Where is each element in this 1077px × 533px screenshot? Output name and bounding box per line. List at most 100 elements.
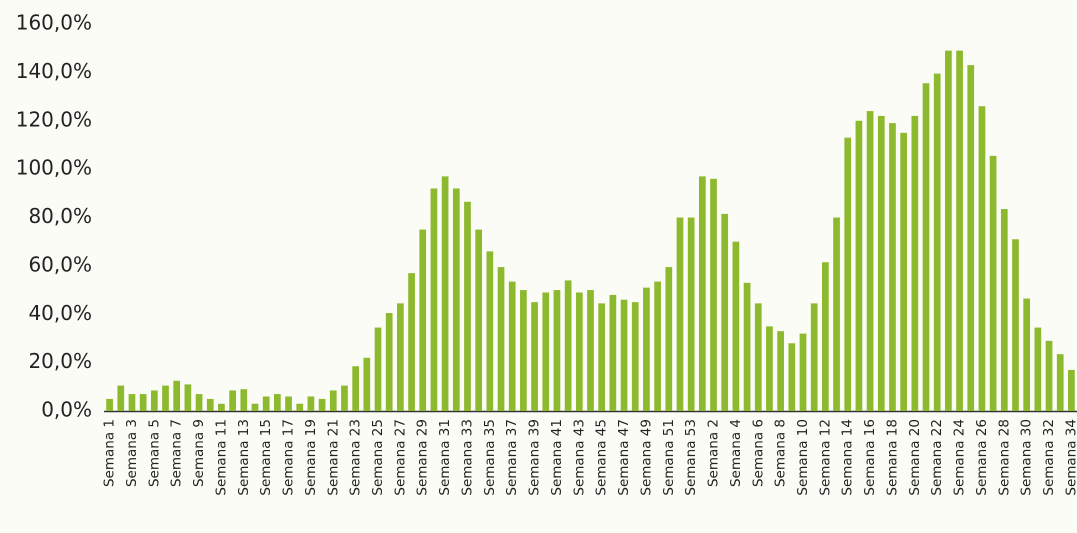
- x-tick-label: Semana 26: [974, 419, 990, 496]
- bar: [307, 396, 315, 411]
- x-tick-label: Semana 35: [482, 419, 498, 496]
- bar: [173, 380, 181, 411]
- bar: [587, 290, 594, 411]
- bar: [508, 281, 516, 411]
- bar: [877, 115, 885, 411]
- bar: [822, 262, 829, 411]
- bar: [799, 333, 807, 411]
- bar: [352, 366, 359, 411]
- bar: [553, 290, 561, 411]
- x-tick-label: Semana 1: [102, 419, 118, 487]
- bar: [788, 343, 796, 411]
- bar: [732, 241, 740, 411]
- bar: [777, 331, 784, 411]
- bar: [721, 213, 729, 411]
- x-tick-label: Semana 31: [437, 419, 453, 496]
- bar: [229, 390, 236, 411]
- bar: [609, 294, 617, 411]
- x-tick-label: Semana 13: [236, 419, 252, 496]
- bar: [889, 123, 896, 411]
- bar: [900, 132, 908, 411]
- x-tick-label: Semana 22: [929, 419, 945, 496]
- y-tick-label: 60,0%: [28, 252, 92, 276]
- bar: [150, 390, 158, 411]
- bar: [810, 303, 818, 411]
- x-tick-label: Semana 10: [795, 419, 811, 496]
- x-tick-label: Semana 14: [840, 419, 856, 496]
- bar: [363, 357, 371, 411]
- x-tick-label: Semana 7: [169, 419, 185, 487]
- x-tick-label: Semana 3: [124, 419, 140, 487]
- bar: [206, 398, 214, 411]
- bar: [766, 326, 773, 411]
- bar: [687, 217, 695, 411]
- y-tick-label: 40,0%: [28, 301, 92, 325]
- y-tick-label: 0,0%: [41, 398, 92, 422]
- bar: [542, 292, 550, 411]
- x-tick-label: Semana 6: [750, 419, 766, 487]
- x-tick-label: Semana 47: [616, 419, 632, 496]
- bar: [710, 178, 717, 411]
- bar: [419, 229, 427, 411]
- x-tick-label: Semana 49: [638, 419, 654, 496]
- x-tick-label: Semana 15: [258, 419, 274, 496]
- x-tick-label: Semana 53: [683, 419, 699, 496]
- bar: [989, 155, 997, 411]
- x-tick-label: Semana 2: [706, 419, 722, 487]
- bar: [933, 73, 941, 411]
- bar: [1034, 327, 1042, 411]
- bar: [329, 390, 337, 411]
- bar: [296, 403, 304, 411]
- bar: [475, 229, 483, 411]
- bar: [408, 273, 415, 411]
- x-tick-label: Semana 23: [348, 419, 364, 496]
- bar: [139, 394, 147, 411]
- bar: [1000, 209, 1008, 411]
- x-tick-label: Semana 41: [549, 419, 565, 496]
- bar: [1012, 239, 1019, 411]
- x-tick-label: Semana 9: [191, 419, 207, 487]
- bar: [911, 115, 919, 411]
- x-tick-label: Semana 43: [571, 419, 587, 496]
- y-tick-label: 120,0%: [16, 107, 92, 131]
- bar: [385, 313, 393, 411]
- bar: [665, 267, 673, 411]
- bar: [397, 303, 404, 411]
- y-tick-label: 80,0%: [28, 204, 92, 228]
- bar: [956, 50, 963, 411]
- bar: [117, 385, 125, 411]
- x-tick-label: Semana 12: [817, 419, 833, 496]
- x-tick-label: Semana 19: [303, 419, 319, 496]
- bar: [978, 106, 986, 412]
- bar: [520, 290, 527, 411]
- x-tick-label: Semana 51: [661, 419, 677, 496]
- x-tick-label: Semana 21: [325, 419, 341, 496]
- bar: [598, 303, 606, 411]
- bar: [497, 267, 505, 411]
- bar: [833, 217, 840, 411]
- bar: [184, 384, 192, 411]
- bar: [654, 281, 661, 411]
- y-tick-label: 20,0%: [28, 349, 92, 373]
- x-tick-label: Semana 24: [952, 419, 968, 496]
- x-tick-label: Semana 45: [594, 419, 610, 496]
- x-tick-label: Semana 16: [862, 419, 878, 496]
- y-tick-label: 100,0%: [16, 156, 92, 180]
- x-tick-label: Semana 18: [884, 419, 900, 496]
- bar: [1045, 340, 1053, 411]
- x-tick-label: Semana 37: [504, 419, 520, 496]
- bar: [464, 201, 471, 411]
- bar: [967, 65, 975, 412]
- bar: [273, 394, 281, 411]
- x-tick-label: Semana 25: [370, 419, 386, 496]
- x-tick-label: Semana 27: [392, 419, 408, 496]
- bar: [240, 389, 248, 411]
- x-tick-label: Semana 33: [459, 419, 475, 496]
- bar: [698, 176, 706, 411]
- bar: [754, 303, 762, 411]
- bar: [262, 396, 270, 411]
- bar: [441, 176, 449, 411]
- x-tick-label: Semana 30: [1019, 419, 1035, 496]
- bar: [631, 302, 639, 411]
